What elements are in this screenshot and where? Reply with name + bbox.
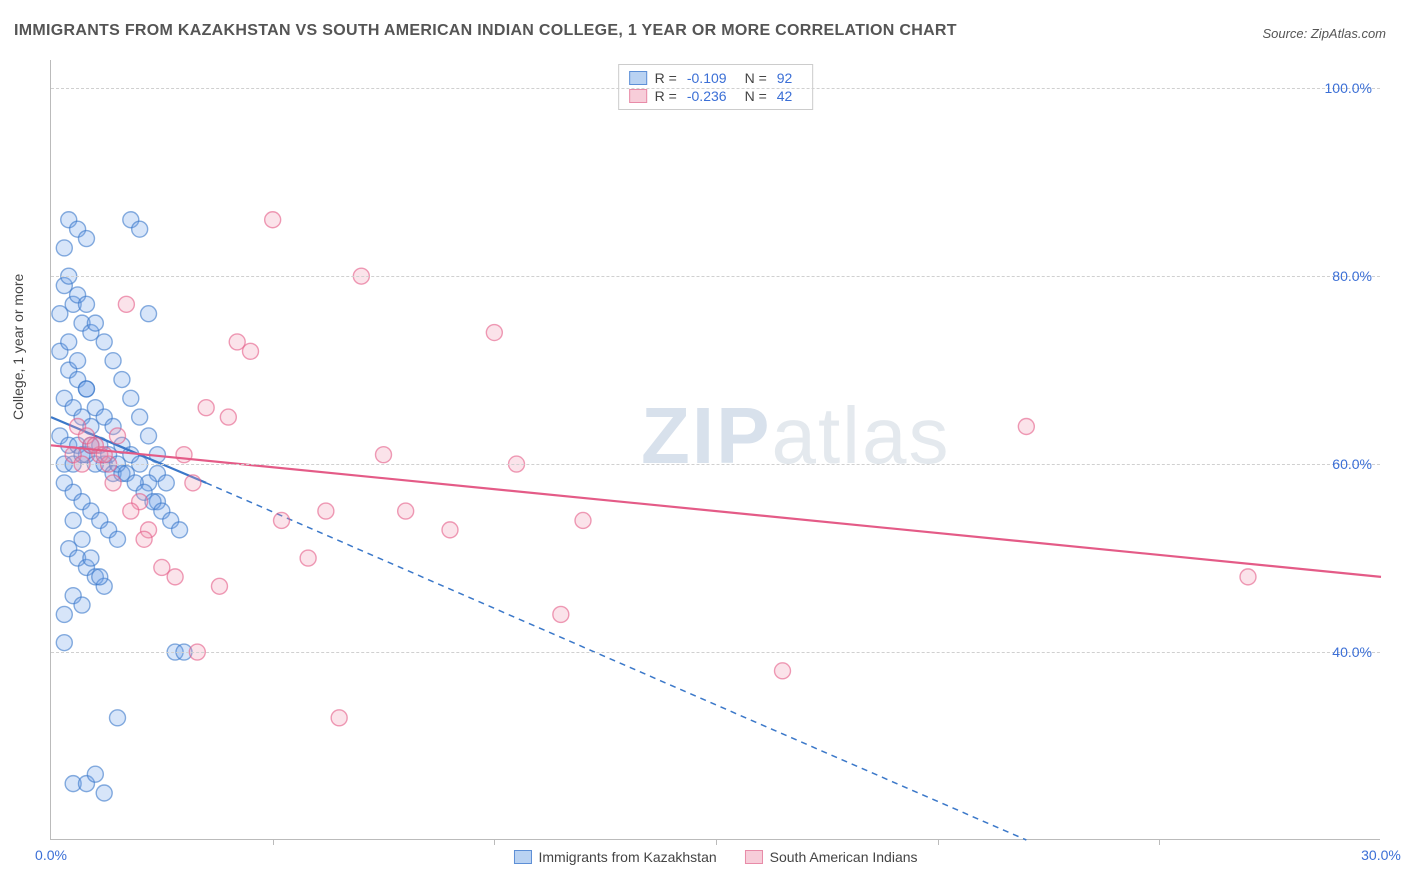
series-legend: Immigrants from Kazakhstan South America…: [513, 849, 917, 865]
grid-line: [51, 276, 1380, 277]
chart-title: IMMIGRANTS FROM KAZAKHSTAN VS SOUTH AMER…: [14, 22, 957, 40]
y-tick-label: 100.0%: [1325, 80, 1372, 96]
data-point: [70, 353, 86, 369]
data-point: [87, 766, 103, 782]
legend-item-series-1: Immigrants from Kazakhstan: [513, 849, 716, 865]
data-point: [78, 381, 94, 397]
x-minor-tick: [494, 839, 495, 845]
data-point: [575, 512, 591, 528]
legend-item-series-2: South American Indians: [745, 849, 918, 865]
data-point: [198, 400, 214, 416]
data-point: [56, 635, 72, 651]
data-point: [74, 597, 90, 613]
data-point: [123, 390, 139, 406]
y-tick-label: 40.0%: [1332, 644, 1372, 660]
data-point: [265, 212, 281, 228]
data-point: [141, 428, 157, 444]
data-point: [141, 306, 157, 322]
legend-label: South American Indians: [770, 849, 918, 865]
data-point: [318, 503, 334, 519]
data-point: [158, 475, 174, 491]
data-point: [118, 296, 134, 312]
data-point: [1018, 419, 1034, 435]
data-point: [87, 315, 103, 331]
data-point: [136, 531, 152, 547]
data-point: [78, 296, 94, 312]
data-point: [83, 550, 99, 566]
data-point: [74, 531, 90, 547]
data-point: [132, 221, 148, 237]
data-point: [110, 710, 126, 726]
x-minor-tick: [938, 839, 939, 845]
data-point: [105, 353, 121, 369]
y-tick-label: 60.0%: [1332, 456, 1372, 472]
data-point: [220, 409, 236, 425]
data-point: [92, 569, 108, 585]
plot-area: ZIPatlas R = -0.109 N = 92 R = -0.236 N …: [50, 60, 1380, 840]
swatch-icon: [745, 850, 763, 864]
data-point: [398, 503, 414, 519]
data-point: [61, 334, 77, 350]
data-point: [78, 231, 94, 247]
data-point: [56, 606, 72, 622]
data-point: [132, 409, 148, 425]
data-point: [176, 447, 192, 463]
data-point: [65, 512, 81, 528]
scatter-svg: [51, 60, 1380, 839]
x-minor-tick: [716, 839, 717, 845]
data-point: [486, 325, 502, 341]
data-point: [167, 569, 183, 585]
grid-line: [51, 652, 1380, 653]
data-point: [56, 240, 72, 256]
data-point: [110, 531, 126, 547]
data-point: [1240, 569, 1256, 585]
data-point: [96, 785, 112, 801]
data-point: [300, 550, 316, 566]
data-point: [105, 475, 121, 491]
data-point: [185, 475, 201, 491]
data-point: [331, 710, 347, 726]
data-point: [96, 334, 112, 350]
y-tick-label: 80.0%: [1332, 268, 1372, 284]
data-point: [114, 372, 130, 388]
x-minor-tick: [1159, 839, 1160, 845]
data-point: [553, 606, 569, 622]
data-point: [110, 428, 126, 444]
source-attribution: Source: ZipAtlas.com: [1262, 26, 1386, 41]
y-axis-label: College, 1 year or more: [10, 274, 26, 420]
data-point: [123, 503, 139, 519]
data-point: [243, 343, 259, 359]
grid-line: [51, 88, 1380, 89]
data-point: [172, 522, 188, 538]
data-point: [775, 663, 791, 679]
swatch-icon: [513, 850, 531, 864]
data-point: [211, 578, 227, 594]
trend-line-extension: [206, 483, 1026, 840]
legend-label: Immigrants from Kazakhstan: [538, 849, 716, 865]
x-tick-label: 30.0%: [1361, 847, 1401, 863]
data-point: [442, 522, 458, 538]
data-point: [376, 447, 392, 463]
x-tick-label: 0.0%: [35, 847, 67, 863]
data-point: [274, 512, 290, 528]
grid-line: [51, 464, 1380, 465]
x-minor-tick: [273, 839, 274, 845]
